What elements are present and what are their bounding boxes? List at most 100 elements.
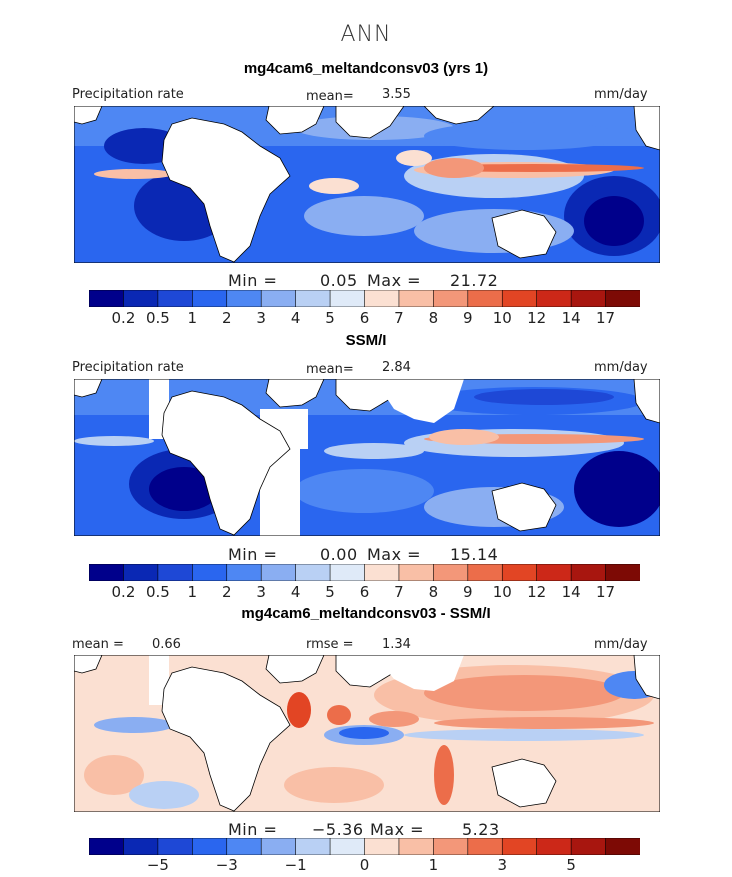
panel3-rmse-value: 1.34	[382, 637, 411, 652]
panel1-mean-value: 3.55	[382, 87, 411, 102]
panel1-min-value: 0.05	[320, 271, 358, 290]
colorbar-tick-label: 2	[221, 583, 232, 601]
colorbar-swatch	[536, 838, 572, 855]
colorbar-swatch	[536, 564, 572, 581]
colorbar-tick-label: 10	[492, 583, 512, 601]
colorbar-swatch	[364, 290, 400, 307]
panel3-max-label: Max =	[370, 820, 425, 839]
colorbar-swatch	[501, 290, 538, 307]
panel1-max-label: Max =	[367, 271, 422, 290]
panel1-units: mm/day	[594, 87, 648, 102]
colorbar-swatch	[364, 564, 400, 581]
panel2-mean-label: mean=	[306, 362, 354, 377]
panel1-africa	[161, 117, 291, 263]
colorbar-swatch	[570, 290, 607, 307]
colorbar-swatch	[89, 290, 125, 307]
colorbar-swatch	[398, 290, 435, 307]
colorbar-tick-label: 0	[359, 856, 370, 874]
colorbar-swatch	[123, 564, 159, 581]
panel3-max-value: 5.23	[462, 820, 500, 839]
colorbar-swatch	[295, 838, 331, 855]
colorbar-tick-label: 14	[561, 309, 581, 327]
colorbar-tick-label: 4	[290, 309, 301, 327]
colorbar-tick-label: 10	[492, 309, 512, 327]
colorbar-tick-label: 17	[596, 583, 616, 601]
panel2-max-value: 15.14	[450, 545, 499, 564]
colorbar-tick-label: 5	[325, 309, 335, 327]
panel2-min-label: Min =	[228, 545, 278, 564]
colorbar-tick-label: 12	[527, 583, 547, 601]
colorbar-swatch	[329, 290, 366, 307]
colorbar-swatch	[89, 838, 125, 855]
colorbar-swatch	[364, 838, 400, 855]
colorbar-tick-label: 6	[359, 309, 370, 327]
panel3-map	[74, 655, 660, 812]
colorbar-tick-label: 1	[187, 583, 198, 601]
colorbar-swatch	[157, 838, 194, 855]
panel3-title: mg4cam6_meltandconsv03 - SSM/I	[241, 605, 491, 622]
panel2-units: mm/day	[594, 360, 648, 375]
panel3-colorbar	[89, 838, 640, 855]
colorbar-tick-label: 6	[359, 583, 370, 601]
colorbar-swatch	[226, 564, 262, 581]
colorbar-tick-label: 3	[256, 309, 266, 327]
colorbar-tick-label: 1	[187, 309, 198, 327]
colorbar-swatch	[398, 838, 435, 855]
colorbar-swatch	[501, 838, 538, 855]
colorbar-swatch	[157, 290, 194, 307]
panel3-mean-value: 0.66	[152, 637, 181, 652]
panel3-min-label: Min =	[228, 820, 278, 839]
panel2-colorbar	[89, 564, 640, 581]
colorbar-tick-label: 2	[221, 309, 232, 327]
panel3-africa	[161, 666, 291, 812]
colorbar-swatch	[570, 838, 607, 855]
colorbar-tick-label: 7	[394, 309, 404, 327]
colorbar-swatch	[467, 290, 504, 307]
panel2-max-label: Max =	[367, 545, 422, 564]
colorbar-tick-label: 0.5	[145, 309, 170, 327]
colorbar-tick-label: 14	[561, 583, 581, 601]
colorbar-tick-label: 8	[428, 309, 439, 327]
panel1-variable-label: Precipitation rate	[72, 87, 184, 102]
colorbar-tick-label: 3	[256, 583, 266, 601]
panel1-min-label: Min =	[228, 271, 278, 290]
panel3-australia	[491, 758, 557, 808]
panel1-colorbar	[89, 290, 640, 307]
colorbar-swatch	[467, 838, 504, 855]
colorbar-swatch	[157, 564, 194, 581]
panel2-africa	[161, 390, 291, 536]
colorbar-swatch	[123, 838, 159, 855]
colorbar-tick-label: 9	[463, 309, 473, 327]
colorbar-swatch	[605, 838, 640, 855]
season-title: ANN	[340, 22, 392, 47]
colorbar-swatch	[295, 290, 331, 307]
colorbar-tick-label: 0.5	[145, 583, 170, 601]
colorbar-swatch	[192, 290, 228, 307]
panel3-min-value: −5.36	[312, 820, 364, 839]
colorbar-swatch	[226, 838, 262, 855]
colorbar-swatch	[536, 290, 572, 307]
colorbar-swatch	[605, 290, 640, 307]
colorbar-tick-label: 0.2	[111, 583, 136, 601]
colorbar-swatch	[123, 290, 159, 307]
panel1-max-value: 21.72	[450, 271, 499, 290]
panel1-mean-label: mean=	[306, 89, 354, 104]
panel2-title: SSM/I	[345, 332, 387, 349]
colorbar-swatch	[398, 564, 435, 581]
panel1-map	[74, 106, 660, 263]
colorbar-swatch	[467, 564, 504, 581]
colorbar-tick-label: 5	[566, 856, 576, 874]
colorbar-swatch	[433, 564, 469, 581]
panel1-title: mg4cam6_meltandconsv03 (yrs 1)	[243, 60, 489, 77]
panel3-rmse-label: rmse =	[306, 637, 354, 652]
colorbar-swatch	[192, 838, 228, 855]
panel2-map	[74, 379, 660, 536]
colorbar-swatch	[192, 564, 228, 581]
panel2-mean-value: 2.84	[382, 360, 411, 375]
panel3-mean-label: mean =	[72, 637, 124, 652]
colorbar-swatch	[89, 564, 125, 581]
colorbar-swatch	[501, 564, 538, 581]
colorbar-tick-label: 4	[290, 583, 301, 601]
panel2-min-value: 0.00	[320, 545, 358, 564]
panel2-australia	[491, 482, 557, 532]
